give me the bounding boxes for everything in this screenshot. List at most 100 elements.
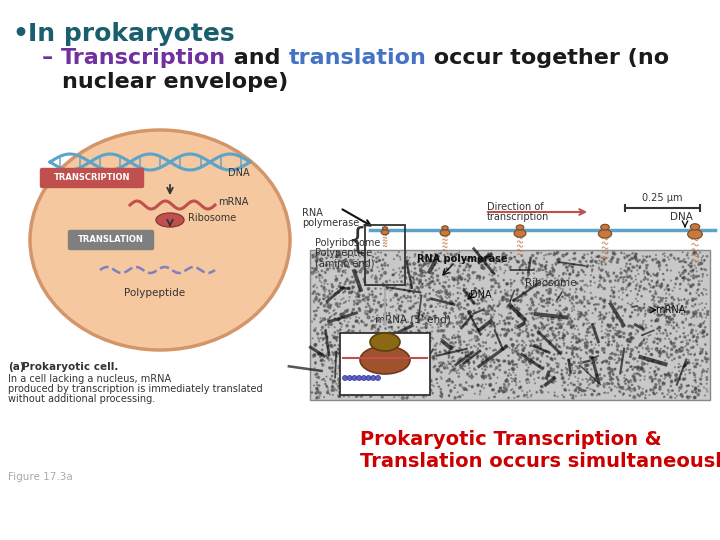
Point: [461, 341, 472, 349]
Point: [580, 361, 592, 369]
Point: [518, 390, 530, 399]
Point: [513, 346, 524, 355]
Point: [573, 335, 585, 343]
Point: [674, 373, 685, 382]
Point: [697, 306, 708, 314]
Point: [354, 363, 366, 372]
Point: [606, 258, 617, 266]
Point: [362, 342, 374, 351]
Point: [528, 375, 540, 384]
Point: [701, 348, 712, 356]
Point: [390, 366, 402, 374]
Point: [639, 309, 651, 318]
Point: [420, 313, 431, 322]
Point: [430, 314, 441, 323]
Point: [376, 387, 387, 395]
Point: [318, 284, 330, 293]
Point: [668, 254, 680, 262]
Point: [503, 258, 514, 266]
Point: [585, 288, 597, 297]
Point: [320, 326, 331, 334]
Point: [652, 365, 664, 374]
Point: [487, 319, 499, 327]
Point: [646, 322, 657, 330]
Point: [503, 352, 515, 360]
Point: [583, 381, 595, 389]
Point: [361, 334, 372, 342]
Point: [446, 354, 458, 363]
Point: [570, 345, 582, 353]
Point: [547, 263, 559, 272]
Point: [605, 296, 616, 305]
Point: [652, 310, 664, 319]
Point: [315, 299, 327, 307]
Point: [537, 291, 549, 300]
Point: [372, 379, 383, 387]
Point: [487, 355, 498, 364]
Point: [335, 265, 346, 273]
Point: [395, 267, 407, 276]
Point: [428, 312, 440, 321]
Point: [561, 305, 572, 314]
Point: [582, 328, 593, 336]
Point: [320, 373, 332, 381]
Point: [343, 262, 354, 271]
Point: [404, 260, 415, 268]
Ellipse shape: [598, 230, 612, 238]
Point: [652, 347, 663, 355]
Point: [637, 331, 649, 340]
Point: [483, 252, 495, 261]
Point: [643, 270, 654, 279]
Point: [459, 359, 470, 367]
Text: RNA: RNA: [302, 208, 323, 218]
Point: [616, 384, 627, 393]
Point: [449, 334, 460, 342]
Point: [507, 357, 518, 366]
Point: [590, 370, 602, 379]
Point: [495, 265, 506, 274]
Point: [444, 309, 455, 318]
Point: [634, 264, 645, 272]
Point: [537, 292, 549, 300]
Point: [494, 387, 505, 395]
Point: [511, 303, 523, 312]
Point: [413, 294, 425, 302]
Point: [648, 299, 660, 308]
Point: [348, 297, 360, 306]
Point: [625, 363, 636, 372]
Point: [689, 248, 701, 257]
Point: [524, 283, 536, 292]
Ellipse shape: [30, 130, 290, 350]
Point: [627, 323, 639, 332]
Point: [354, 351, 365, 360]
Point: [680, 315, 692, 324]
Point: [654, 349, 666, 357]
Point: [585, 374, 596, 382]
Point: [428, 274, 439, 282]
Point: [463, 276, 474, 285]
Point: [370, 358, 382, 367]
Point: [413, 258, 424, 267]
Point: [522, 328, 534, 337]
Point: [621, 267, 632, 276]
Point: [553, 348, 564, 356]
Point: [472, 349, 483, 358]
Point: [649, 293, 660, 301]
Point: [362, 300, 374, 308]
Point: [696, 299, 708, 308]
Point: [392, 251, 403, 260]
Point: [500, 331, 512, 340]
Point: [381, 278, 392, 286]
Point: [702, 307, 714, 316]
Point: [557, 321, 568, 329]
Point: [683, 274, 694, 283]
Point: [484, 381, 495, 390]
Point: [369, 323, 381, 332]
Point: [698, 328, 709, 336]
Point: [624, 337, 635, 346]
Point: [425, 352, 436, 360]
Point: [543, 361, 554, 369]
Point: [509, 345, 521, 354]
Point: [537, 302, 549, 310]
Point: [676, 347, 688, 355]
